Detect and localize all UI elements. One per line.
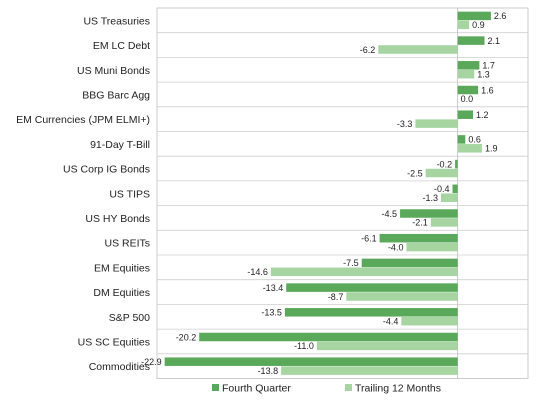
bar-trailing-12-months	[457, 69, 475, 79]
bar-trailing-12-months	[316, 341, 458, 351]
value-label: -4.0	[388, 242, 404, 252]
bar-fourth-quarter	[455, 159, 458, 169]
bar-fourth-quarter	[379, 233, 458, 243]
category-label: US SC Equities	[78, 336, 150, 348]
value-label: 0.6	[468, 135, 481, 145]
value-label: 2.1	[488, 36, 501, 46]
value-label: 0.0	[461, 94, 474, 104]
category-label: US Muni Bonds	[77, 65, 150, 77]
bar-fourth-quarter	[457, 61, 480, 70]
value-label: -0.2	[437, 159, 453, 169]
bar-fourth-quarter	[286, 283, 458, 292]
value-label: 1.6	[481, 85, 494, 95]
value-label: -4.4	[383, 316, 399, 326]
bar-fourth-quarter	[457, 135, 466, 144]
value-label: -8.7	[328, 292, 344, 302]
value-label: 1.9	[485, 144, 498, 154]
bar-fourth-quarter	[457, 110, 473, 119]
value-label: 1.2	[476, 110, 489, 120]
bar-trailing-12-months	[415, 119, 458, 128]
value-label: -3.3	[397, 119, 413, 129]
value-label: 1.3	[477, 69, 490, 79]
bar-trailing-12-months	[401, 316, 458, 326]
bar-trailing-12-months	[457, 144, 482, 153]
bar-trailing-12-months	[378, 45, 458, 54]
value-label: 0.9	[472, 20, 485, 30]
bar-fourth-quarter	[452, 184, 458, 194]
value-label: -2.5	[407, 168, 423, 178]
category-label: US Corp IG Bonds	[63, 164, 150, 176]
category-label: BBG Barc Agg	[82, 89, 150, 101]
category-label: US HY Bonds	[85, 213, 150, 225]
value-label: -6.2	[360, 45, 376, 55]
bar-fourth-quarter	[457, 11, 491, 21]
bar-trailing-12-months	[406, 242, 458, 252]
category-label: US TIPS	[109, 188, 150, 200]
category-label: EM Equities	[94, 262, 150, 274]
bar-fourth-quarter	[400, 209, 458, 218]
bar-fourth-quarter	[284, 308, 458, 317]
category-label: 91-Day T-Bill	[90, 139, 150, 151]
value-label: -7.5	[343, 258, 359, 268]
legend-swatch	[212, 384, 219, 391]
value-label: -20.2	[176, 332, 197, 342]
bar-trailing-12-months	[346, 292, 458, 301]
value-label: -13.8	[258, 366, 279, 376]
value-label: -0.4	[434, 184, 450, 194]
value-label: -13.5	[261, 308, 282, 318]
category-label: US REITs	[104, 238, 150, 250]
value-label: 2.6	[494, 11, 507, 21]
legend-label: Trailing 12 Months	[355, 383, 441, 395]
value-label: -11.0	[294, 341, 314, 351]
category-label: S&P 500	[109, 312, 150, 324]
bar-trailing-12-months	[425, 168, 458, 178]
bar-fourth-quarter	[199, 332, 458, 342]
bar-fourth-quarter	[164, 357, 458, 366]
value-label: -14.6	[247, 267, 268, 277]
bar-fourth-quarter	[361, 258, 458, 268]
legend-label: Fourth Quarter	[222, 383, 291, 395]
category-label: DM Equities	[93, 287, 150, 299]
value-label: -13.4	[263, 283, 284, 293]
category-label: EM LC Debt	[93, 40, 150, 52]
bar-fourth-quarter	[457, 36, 485, 45]
bar-trailing-12-months	[281, 366, 458, 375]
value-label: -2.1	[412, 218, 428, 228]
bar-trailing-12-months	[457, 20, 470, 30]
plot-frame	[156, 7, 529, 379]
value-label: -4.5	[382, 209, 398, 219]
value-label: -22.9	[141, 357, 162, 367]
bar-fourth-quarter	[457, 85, 479, 95]
bar-trailing-12-months	[441, 193, 458, 202]
category-label: EM Currencies (JPM ELMI+)	[16, 114, 150, 126]
bar-trailing-12-months	[430, 218, 458, 227]
value-label: 1.7	[482, 61, 495, 71]
value-label: -6.1	[361, 233, 377, 243]
category-label: US Treasuries	[83, 15, 150, 27]
legend-swatch	[345, 384, 352, 391]
value-label: -1.3	[422, 193, 438, 203]
bar-trailing-12-months	[270, 267, 458, 277]
category-label: Commodities	[89, 361, 150, 373]
